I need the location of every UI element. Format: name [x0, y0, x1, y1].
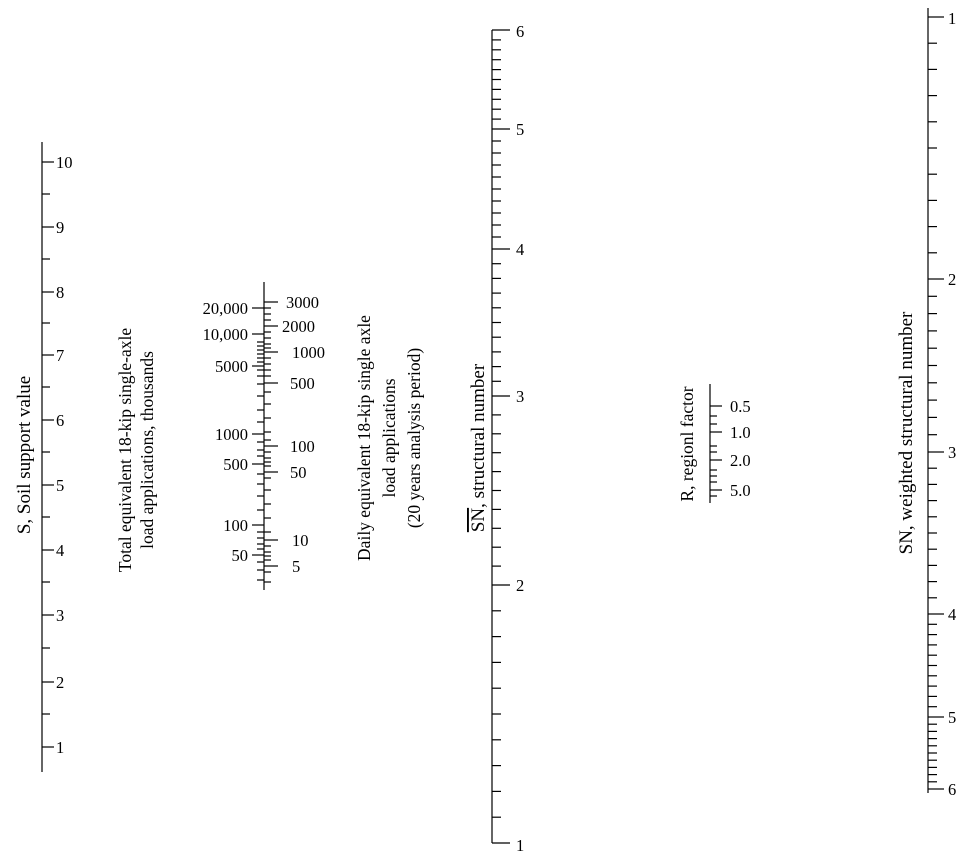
daily-load-label: 1000: [292, 343, 325, 362]
total-load-label: 1000: [215, 425, 248, 444]
sn-label: 5: [948, 708, 956, 727]
snbar-label: 1: [516, 836, 524, 855]
total-load-title-line1: Total equivalent 18-kip single-axle: [115, 328, 135, 572]
soil-support-label: 7: [56, 346, 64, 365]
soil-support-label: 8: [56, 283, 64, 302]
sn-scale: SN, weighted structural number 1 2 3 4 5…: [896, 8, 956, 799]
daily-load-label: 50: [290, 463, 307, 482]
snbar-ticks: [492, 29, 510, 844]
regional-factor-title: R, regionl factor: [677, 386, 697, 501]
soil-support-labels: 10 9 8 7 6 5 4 3 2 1: [56, 153, 73, 757]
total-load-label: 5000: [215, 357, 248, 376]
regional-factor-ticks: [710, 405, 722, 497]
daily-load-ticks: [264, 301, 278, 583]
daily-load-label: 500: [290, 374, 315, 393]
soil-support-label: 4: [56, 541, 64, 560]
snbar-label: 5: [516, 120, 524, 139]
total-load-scale: Total equivalent 18-kip single-axle load…: [115, 282, 265, 590]
total-load-title-line2: load applications, thousands: [137, 351, 157, 549]
soil-support-label: 6: [56, 411, 64, 430]
daily-load-labels: 3000 2000 1000 500 100 50 10 5: [282, 293, 325, 576]
snbar-labels: 6 5 4 3 2 1: [516, 22, 524, 855]
soil-support-label: 2: [56, 673, 64, 692]
regional-factor-label: 0.5: [730, 397, 751, 416]
total-load-label: 10,000: [203, 325, 248, 344]
daily-load-title-line2: load applications: [379, 378, 399, 497]
sn-title: SN, weighted structural number: [896, 311, 917, 554]
sn-label: 3: [948, 443, 956, 462]
daily-load-label: 2000: [282, 317, 315, 336]
regional-factor-label: 2.0: [730, 451, 751, 470]
soil-support-label: 5: [56, 476, 64, 495]
total-load-label: 20,000: [203, 299, 248, 318]
daily-load-label: 100: [290, 437, 315, 456]
sn-label: 2: [948, 270, 956, 289]
regional-factor-label: 5.0: [730, 481, 751, 500]
sn-label: 1: [948, 9, 956, 28]
sn-label: 4: [948, 605, 956, 624]
soil-support-ticks: [42, 161, 54, 748]
soil-support-label: 3: [56, 606, 64, 625]
snbar-title: SN, structural number: [468, 363, 489, 532]
daily-load-label: 10: [292, 531, 309, 550]
regional-factor-label: 1.0: [730, 423, 751, 442]
soil-support-scale: S, Soil support value 10 9 8 7 6 5 4 3 2…: [14, 142, 73, 772]
total-load-labels: 20,000 10,000 5000 1000 500 100 50: [203, 299, 248, 565]
daily-load-title-line1: Daily equivalent 18-kip single axle: [354, 315, 374, 561]
regional-factor-labels: 0.5 1.0 2.0 5.0: [730, 397, 751, 500]
snbar-label: 6: [516, 22, 524, 41]
total-load-ticks: [252, 307, 264, 581]
soil-support-label: 9: [56, 218, 64, 237]
soil-support-label: 10: [56, 153, 73, 172]
daily-load-label: 5: [292, 557, 300, 576]
total-load-label: 100: [223, 516, 248, 535]
soil-support-title: S, Soil support value: [14, 376, 35, 534]
daily-load-title-line3: (20 years analysis period): [404, 348, 424, 528]
snbar-title-symbol: SN: [468, 508, 489, 533]
snbar-scale: SN, structural number 6 5 4 3 2 1: [468, 22, 524, 855]
sn-label: 6: [948, 780, 956, 799]
soil-support-label: 1: [56, 738, 64, 757]
daily-load-label: 3000: [286, 293, 319, 312]
total-load-label: 500: [223, 455, 248, 474]
sn-ticks: [928, 16, 944, 790]
snbar-label: 4: [516, 240, 524, 259]
snbar-label: 3: [516, 387, 524, 406]
daily-load-scale: 3000 2000 1000 500 100 50 10 5 Daily equ…: [264, 293, 424, 583]
sn-labels: 1 2 3 4 5 6: [948, 9, 956, 799]
snbar-label: 2: [516, 576, 524, 595]
total-load-label: 50: [232, 546, 249, 565]
snbar-title-rest: , structural number: [468, 363, 489, 508]
regional-factor-scale: R, regionl factor 0.5 1.0 2.0 5.0: [677, 384, 751, 503]
